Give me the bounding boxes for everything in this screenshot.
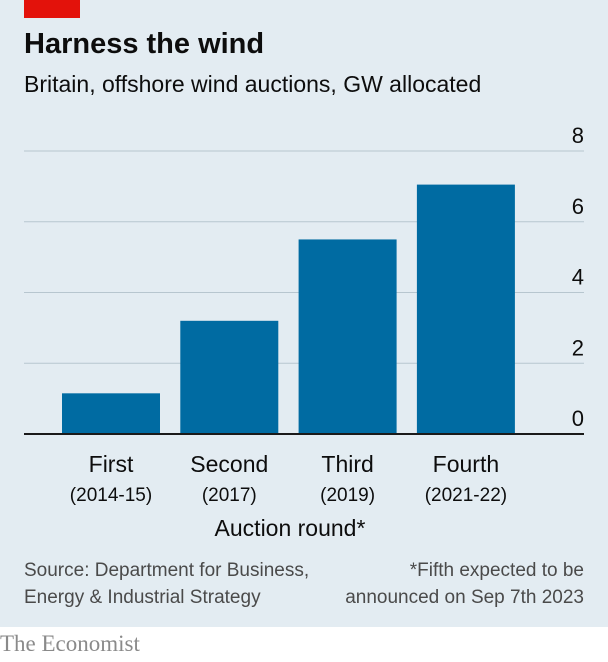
bar-third [298,239,397,434]
y-tick-label: 0 [572,406,584,431]
source-line-2: Energy & Industrial Strategy [24,587,261,608]
x-tick-sublabel: (2017) [202,485,257,506]
x-tick-label: Fourth [433,451,499,477]
chart-title: Harness the wind [24,28,265,60]
bar-chart: 0 2 4 6 8 First (2014-15) Second (2017) Third (20… [24,123,584,506]
bars [24,184,584,435]
y-tick-label: 8 [572,123,584,148]
bar-first [62,393,160,434]
brand-logo: The Economist [0,631,140,656]
x-tick-sublabel: (2014-15) [70,485,152,506]
y-tick-label: 6 [572,194,584,219]
x-axis-categories: First (2014-15) Second (2017) Third (2019) Fou… [70,451,507,506]
source-line-1: Source: Department for Business, [24,560,310,581]
x-tick-sublabel: (2019) [320,485,375,506]
y-axis-ticks: 0 2 4 6 8 [572,123,584,431]
x-tick-label: Third [321,451,373,477]
x-axis-title: Auction round* [214,515,366,541]
bar-fourth [416,184,515,434]
footnote-line-2: announced on Sep 7th 2023 [345,587,584,608]
brand-red-tag [24,0,80,18]
x-tick-sublabel: (2021-22) [425,485,507,506]
footnote-line-1: *Fifth expected to be [409,560,584,581]
bar-second [180,320,279,434]
x-tick-label: First [89,451,134,477]
chart-subtitle: Britain, offshore wind auctions, GW allo… [24,71,482,97]
y-tick-label: 4 [572,265,584,290]
x-tick-label: Second [190,451,268,477]
footnote: *Fifth expected to be announced on Sep 7… [304,557,584,611]
source-note: Source: Department for Business, Energy … [24,557,344,611]
y-tick-label: 2 [572,335,584,360]
